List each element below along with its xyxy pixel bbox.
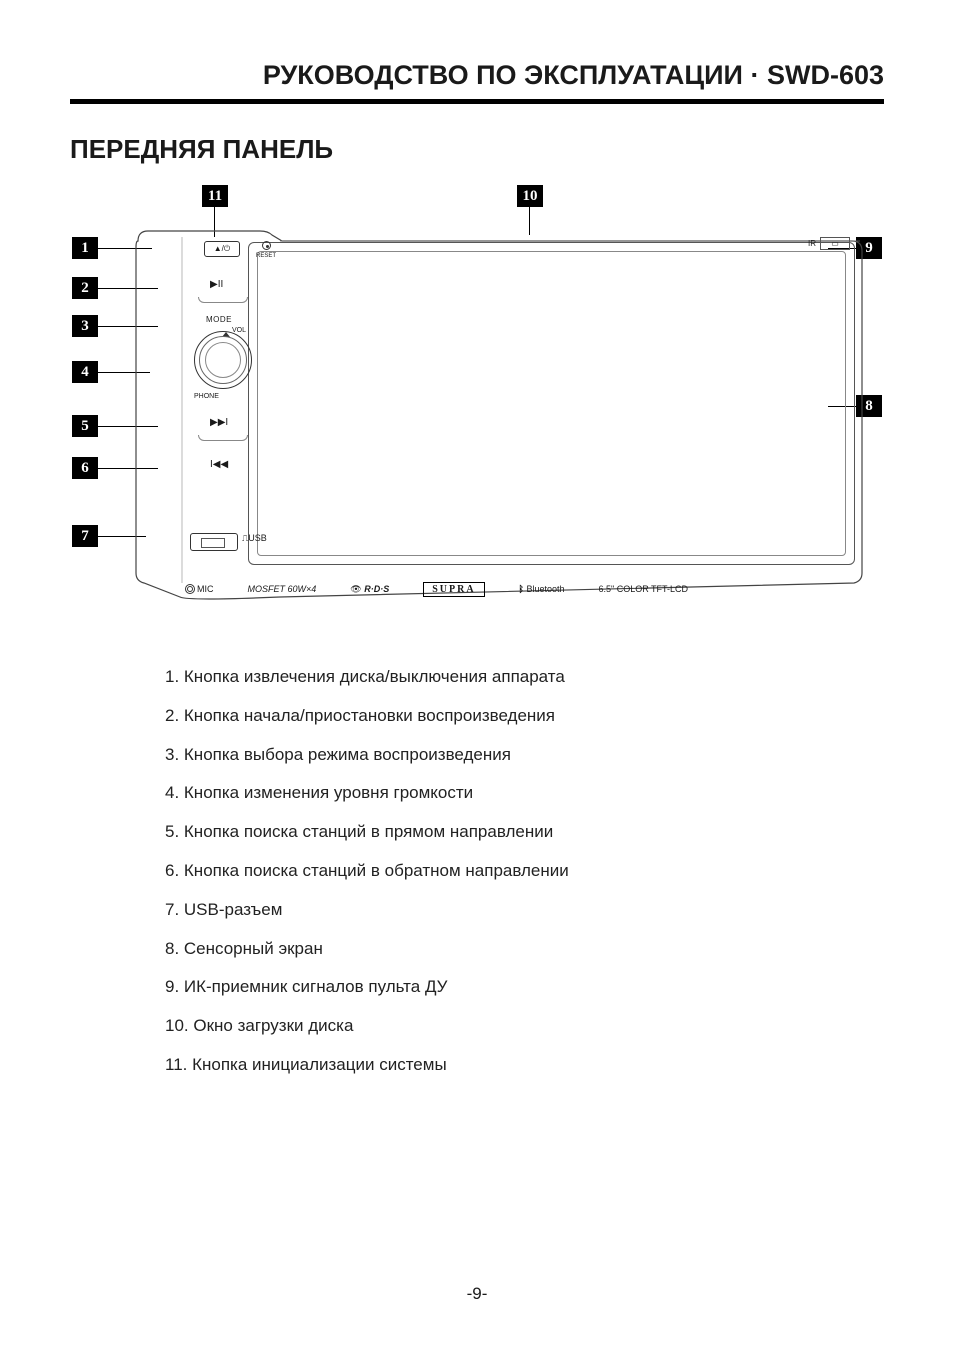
- list-item: 1. Кнопка извлечения диска/выключения ап…: [165, 665, 884, 689]
- ir-receiver-icon: ▭: [820, 237, 850, 250]
- callout-10: 10: [517, 185, 543, 207]
- front-panel-diagram: 1 2 3 4 5 6 7 11 10 9 8: [72, 185, 882, 615]
- section-title: ПЕРЕДНЯЯ ПАНЕЛЬ: [70, 134, 884, 165]
- list-item: 3. Кнопка выбора режима воспроизведения: [165, 743, 884, 767]
- volume-knob-icon: [194, 331, 252, 389]
- mic-icon: [185, 584, 195, 594]
- callout-2: 2: [72, 277, 98, 299]
- separator-2: [198, 435, 248, 441]
- rds-label: R·D·S: [364, 584, 389, 594]
- bluetooth-label: Bluetooth: [526, 584, 564, 594]
- list-item: 11. Кнопка инициализации системы: [165, 1053, 884, 1077]
- phone-label: PHONE: [194, 393, 219, 400]
- usb-slot-icon: [190, 533, 238, 551]
- callout-6: 6: [72, 457, 98, 479]
- screen-inner: [257, 251, 846, 556]
- page-number: -9-: [0, 1284, 954, 1304]
- usb-label: ⎍USB: [242, 533, 267, 544]
- separator-1: [198, 297, 248, 303]
- callout-1: 1: [72, 237, 98, 259]
- brand-logo: SUPRA: [423, 582, 484, 597]
- list-item: 5. Кнопка поиска станций в прямом направ…: [165, 820, 884, 844]
- list-item: 10. Окно загрузки диска: [165, 1014, 884, 1038]
- list-item: 7. USB-разъем: [165, 898, 884, 922]
- callout-4: 4: [72, 361, 98, 383]
- list-item: 8. Сенсорный экран: [165, 937, 884, 961]
- callout-3: 3: [72, 315, 98, 337]
- eject-power-button: ▲/⏻: [204, 241, 240, 257]
- bluetooth-group: ᛒ Bluetooth: [519, 584, 565, 594]
- list-item: 2. Кнопка начала/приостановки воспроизве…: [165, 704, 884, 728]
- list-item: 9. ИК-приемник сигналов пульта ДУ: [165, 975, 884, 999]
- reset-hole-icon: [262, 241, 271, 250]
- bluetooth-icon: ᛒ: [519, 584, 524, 594]
- list-item: 4. Кнопка изменения уровня громкости: [165, 781, 884, 805]
- reset-label: RESET: [256, 253, 276, 259]
- prev-track-icon: I◀◀: [210, 459, 228, 470]
- bottom-labels: MIC MOSFET 60W×4 👁 R·D·S SUPRA ᛒ Bluetoo…: [185, 579, 860, 599]
- mode-label: MODE: [206, 315, 232, 324]
- play-pause-icon: ▶II: [210, 279, 223, 290]
- touchscreen: [248, 242, 855, 565]
- rds-group: 👁 R·D·S: [350, 584, 389, 595]
- callout-11: 11: [202, 185, 228, 207]
- ir-label: IR: [808, 239, 816, 248]
- list-item: 6. Кнопка поиска станций в обратном напр…: [165, 859, 884, 883]
- callout-5: 5: [72, 415, 98, 437]
- mic-label: MIC: [197, 584, 214, 594]
- legend-list: 1. Кнопка извлечения диска/выключения ап…: [70, 655, 884, 1077]
- page-header: РУКОВОДСТВО ПО ЭКСПЛУАТАЦИИ · SWD-603: [70, 60, 884, 104]
- device-body: IR ▭ ▲/⏻ RESET ▶II MODE VOL PHONE ▶▶I I◀…: [130, 225, 870, 605]
- callout-7: 7: [72, 525, 98, 547]
- mosfet-label: MOSFET 60W×4: [248, 584, 317, 594]
- lcd-label: 6.5" COLOR TFT-LCD: [599, 584, 689, 594]
- left-controls: ▲/⏻ RESET ▶II MODE VOL PHONE ▶▶I I◀◀ ⎍US…: [190, 233, 248, 583]
- next-track-icon: ▶▶I: [210, 417, 228, 428]
- mic-group: MIC: [185, 584, 214, 594]
